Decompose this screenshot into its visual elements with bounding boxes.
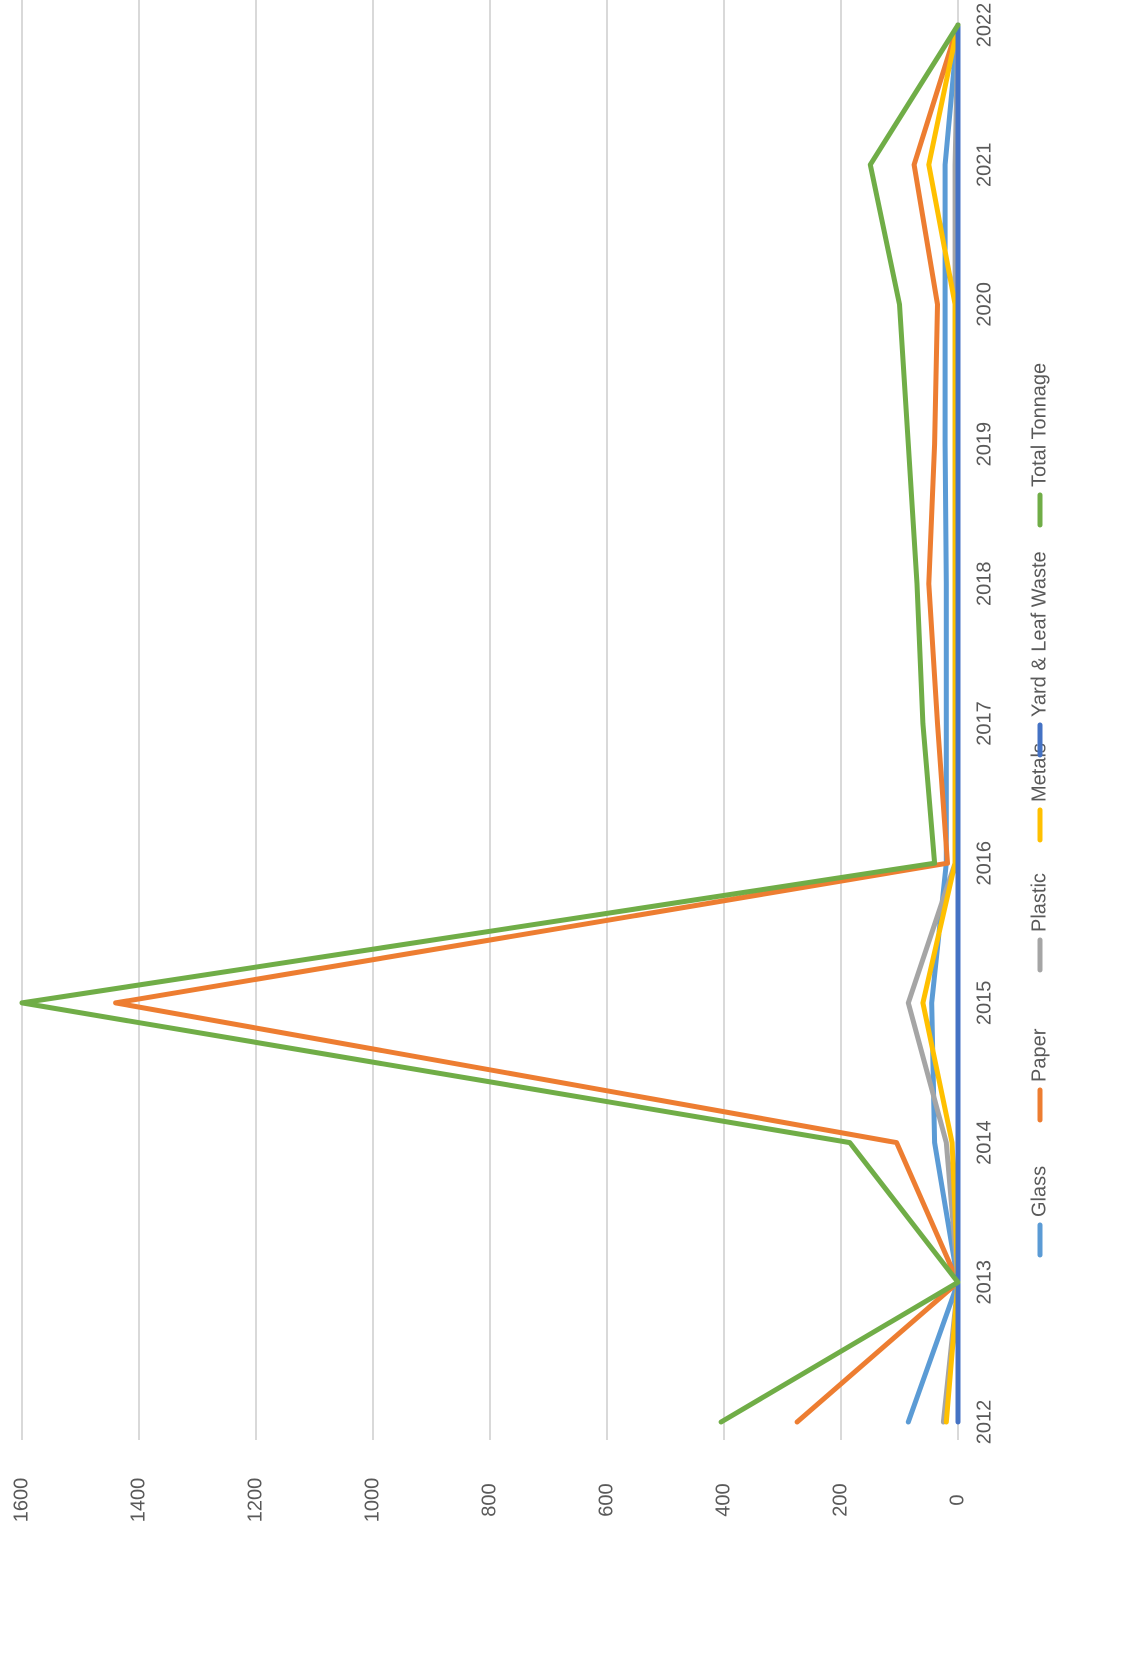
legend-label-plastic: Plastic	[1028, 873, 1050, 932]
x-tick-label: 2015	[973, 981, 995, 1026]
x-tick-label: 2022	[973, 3, 995, 48]
series-line-paper	[113, 22, 961, 1425]
legend-label-total-tonnage: Total Tonnage	[1028, 363, 1050, 487]
gridlines	[21, 0, 959, 1440]
legend: Glass Paper Plastic Metals Yard & Leaf Waste…	[1028, 363, 1050, 1258]
y-tick-label: 1200	[244, 1478, 266, 1523]
series-lines	[19, 22, 961, 1425]
y-tick-label: 1400	[127, 1478, 149, 1523]
x-tick-label: 2020	[973, 282, 995, 327]
x-tick-label: 2017	[973, 701, 995, 746]
series-line-total-tonnage	[19, 22, 961, 1425]
y-tick-label: 600	[595, 1483, 617, 1516]
y-tick-label: 1000	[361, 1478, 383, 1523]
x-tick-label: 2014	[973, 1120, 995, 1165]
x-tick-label: 2013	[973, 1260, 995, 1305]
legend-label-yard-leaf-waste: Yard & Leaf Waste	[1028, 551, 1050, 717]
y-tick-label: 400	[712, 1483, 734, 1516]
x-tick-label: 2021	[973, 142, 995, 187]
x-tick-label: 2019	[973, 422, 995, 467]
x-tick-label: 2016	[973, 841, 995, 886]
legend-label-metals: Metals	[1028, 743, 1050, 802]
x-tick-label: 2012	[973, 1400, 995, 1445]
y-tick-label: 800	[478, 1483, 500, 1516]
x-axis-ticks: 2012 2013 2014 2015 2016 2017 2018 2019 2020 2021…	[973, 3, 995, 1445]
legend-label-paper: Paper	[1028, 1028, 1050, 1082]
y-tick-label: 0	[946, 1494, 968, 1505]
y-tick-label: 200	[829, 1483, 851, 1516]
y-axis-ticks: 0 200 400 600 800 1000 1200 1400 1600	[10, 1478, 968, 1523]
series-line-plastic	[905, 22, 961, 1425]
x-tick-label: 2018	[973, 562, 995, 607]
series-line-metals	[920, 22, 961, 1425]
legend-label-glass: Glass	[1028, 1166, 1050, 1217]
y-tick-label: 1600	[10, 1478, 32, 1523]
